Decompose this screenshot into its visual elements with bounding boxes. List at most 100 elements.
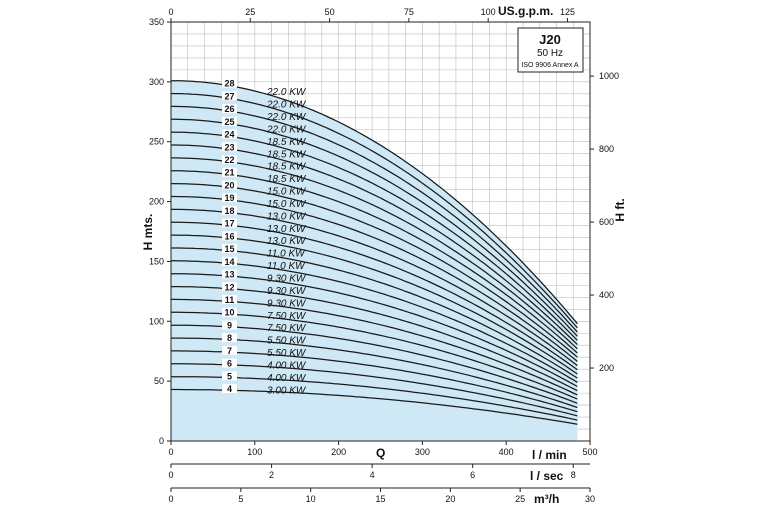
title-box <box>517 27 584 73</box>
stage-label-7: 7 <box>227 346 232 356</box>
y-tick-label: 150 <box>149 256 164 266</box>
stage-label-bg <box>222 320 237 330</box>
stage-label-bg <box>222 180 237 190</box>
head-curve-stage-4 <box>171 388 578 425</box>
top-tick-label: 100 <box>481 7 496 17</box>
stage-label-bg <box>222 384 237 394</box>
head-curve-stage-22 <box>171 157 578 350</box>
x-tick-label: 300 <box>415 447 430 457</box>
head-curve-stage-12 <box>171 285 578 392</box>
kw-label-stage-12: 9.30 KW <box>267 286 307 297</box>
stage-label-25: 25 <box>224 117 234 127</box>
kw-label-stage-26: 22.0 KW <box>266 112 307 123</box>
m3h-tick-label: 5 <box>238 494 243 504</box>
stage-label-bg <box>222 358 237 368</box>
y-tick-label: 200 <box>149 197 164 207</box>
top-tick-label: 75 <box>404 7 414 17</box>
x-tick-label: 0 <box>168 447 173 457</box>
chart-standard: ISO 9906 Annex A <box>521 62 579 69</box>
stage-label-bg <box>222 104 237 114</box>
head-curve-stage-23 <box>171 144 578 346</box>
stage-label-14: 14 <box>224 257 234 267</box>
stage-label-bg <box>222 282 237 292</box>
head-curve-stage-6 <box>171 363 578 417</box>
top-tick-label: 25 <box>245 7 255 17</box>
x-tick-label: 500 <box>582 447 597 457</box>
kw-label-stage-11: 9.30 KW <box>267 298 307 309</box>
y-axis-right-label: H ft. <box>613 198 627 221</box>
head-curve-stage-21 <box>170 170 578 354</box>
y-tick-label: 350 <box>149 17 164 27</box>
kw-label-stage-7: 5.50 KW <box>267 348 307 359</box>
stage-label-bg <box>222 167 237 177</box>
lps-axis-label: l / sec <box>530 469 564 483</box>
kw-labels: 3.00 KW4.00 KW4.00 KW5.50 KW5.50 KW7.50 … <box>266 87 307 396</box>
y-tick-label: 100 <box>149 316 164 326</box>
kw-label-stage-19: 15.0 KW <box>267 199 307 210</box>
stage-label-bg <box>222 244 237 254</box>
plot-frame <box>170 21 591 442</box>
head-curve-stage-24 <box>170 131 578 341</box>
head-curve-stage-15 <box>171 247 578 379</box>
x-tick-label: 400 <box>499 447 514 457</box>
y-right-tick-label: 600 <box>599 217 614 227</box>
y-right-tick-label: 400 <box>599 290 614 300</box>
x-axis-label: Q <box>376 446 385 460</box>
stage-label-bg <box>222 294 237 304</box>
operating-area-fill <box>171 80 578 441</box>
stage-label-10: 10 <box>224 308 234 318</box>
y-right-tick-label: 200 <box>599 363 614 373</box>
lps-tick-label: 2 <box>269 470 274 480</box>
stage-label-12: 12 <box>224 282 234 292</box>
kw-label-stage-10: 7.50 KW <box>267 311 307 322</box>
stage-label-bg <box>222 218 237 228</box>
head-curve-stage-7 <box>171 350 578 413</box>
top-tick-label: 0 <box>168 7 173 17</box>
lps-tick-label: 6 <box>470 470 475 480</box>
m3h-axis-label: m³/h <box>534 492 559 506</box>
kw-label-stage-8: 5.50 KW <box>267 336 307 347</box>
stage-label-bg <box>222 154 237 164</box>
stage-label-bg <box>222 256 237 266</box>
stage-label-4: 4 <box>227 384 232 394</box>
m3h-tick-label: 20 <box>445 494 455 504</box>
head-curve-stage-5 <box>171 376 578 421</box>
stage-label-19: 19 <box>224 193 234 203</box>
x-tick-label: 200 <box>331 447 346 457</box>
stage-label-bg <box>222 231 237 241</box>
kw-label-stage-6: 4.00 KW <box>267 360 307 371</box>
stage-label-15: 15 <box>224 244 234 254</box>
head-curves <box>170 80 578 425</box>
y-tick-label: 50 <box>154 376 164 386</box>
stage-label-28: 28 <box>224 79 234 89</box>
kw-label-stage-25: 22.0 KW <box>266 124 307 135</box>
stage-label-22: 22 <box>224 155 234 165</box>
stage-label-21: 21 <box>224 168 234 178</box>
top-axis-label: US.g.p.m. <box>498 4 553 18</box>
head-curve-stage-20 <box>171 182 578 358</box>
stage-label-bg <box>222 333 237 343</box>
head-curve-stage-16 <box>171 234 578 375</box>
stage-label-6: 6 <box>227 359 232 369</box>
y-right-tick-label: 1000 <box>599 71 619 81</box>
lps-tick-label: 4 <box>370 470 375 480</box>
stage-label-18: 18 <box>224 206 234 216</box>
y-tick-label: 250 <box>149 137 164 147</box>
stage-label-16: 16 <box>224 231 234 241</box>
stage-label-bg <box>222 371 237 381</box>
head-curve-stage-10 <box>171 311 578 400</box>
kw-label-stage-18: 13.0 KW <box>267 211 307 222</box>
kw-label-stage-16: 13.0 KW <box>267 236 307 247</box>
lps-tick-label: 8 <box>571 470 576 480</box>
m3h-tick-label: 25 <box>515 494 525 504</box>
stage-label-bg <box>222 129 237 139</box>
head-curve-stage-14 <box>171 260 578 383</box>
head-curve-stage-18 <box>171 208 578 367</box>
stage-label-bg <box>222 205 237 215</box>
stage-label-27: 27 <box>224 91 234 101</box>
stage-label-bg <box>222 307 237 317</box>
stage-label-13: 13 <box>224 270 234 280</box>
stage-label-bg <box>222 269 237 279</box>
